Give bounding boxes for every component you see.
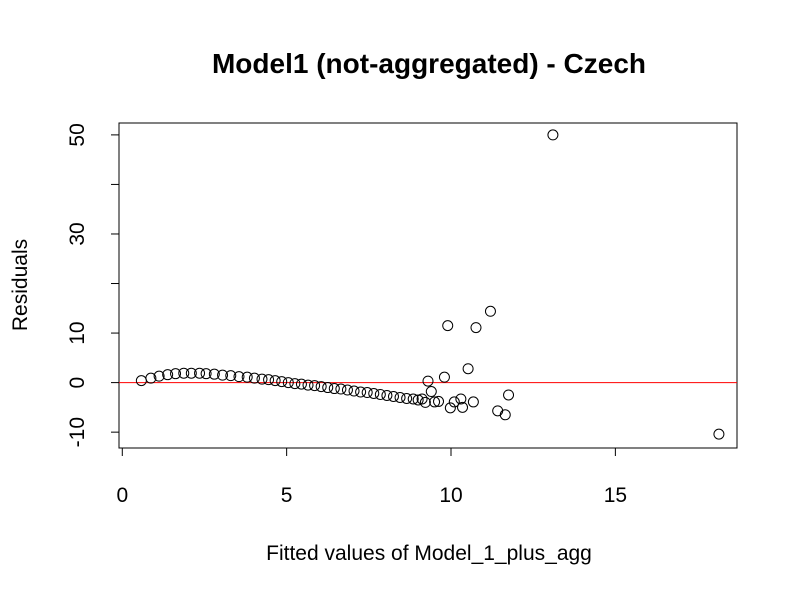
data-point xyxy=(429,396,441,408)
data-point xyxy=(302,379,314,391)
data-point xyxy=(263,374,275,386)
data-point xyxy=(233,371,245,383)
y-tick-label: 30 xyxy=(66,222,89,245)
data-point xyxy=(374,388,386,400)
data-point xyxy=(241,371,253,383)
data-point xyxy=(145,372,157,384)
data-point xyxy=(355,386,367,398)
data-point xyxy=(499,409,511,421)
data-point xyxy=(442,320,454,332)
y-tick-label: 0 xyxy=(66,377,89,389)
y-tick-label: 10 xyxy=(66,321,89,344)
data-point xyxy=(470,322,482,334)
data-point xyxy=(335,383,347,395)
data-point xyxy=(387,390,399,402)
data-point xyxy=(407,393,419,405)
data-point xyxy=(185,367,197,379)
data-point xyxy=(322,382,334,394)
data-point xyxy=(547,129,559,141)
data-point xyxy=(309,380,321,392)
data-point xyxy=(448,396,460,408)
data-point xyxy=(276,376,288,388)
data-point xyxy=(503,389,515,401)
data-point xyxy=(217,369,229,381)
data-point xyxy=(467,396,479,408)
data-point xyxy=(425,386,437,398)
data-point xyxy=(438,371,450,383)
data-point xyxy=(394,391,406,403)
data-point xyxy=(289,378,301,390)
chart-title: Model1 (not-aggregated) - Czech xyxy=(212,48,646,79)
data-point xyxy=(341,384,353,396)
data-point xyxy=(135,375,147,387)
x-axis-label: Fitted values of Model_1_plus_agg xyxy=(266,542,592,565)
data-point xyxy=(282,377,294,389)
data-point xyxy=(256,373,268,385)
data-point xyxy=(348,385,360,397)
data-point xyxy=(444,402,456,414)
plot-frame xyxy=(118,122,738,449)
data-point xyxy=(269,375,281,387)
y-axis-ticks: -10 0 10 30 50 xyxy=(66,123,119,447)
data-point xyxy=(200,368,212,380)
y-tick-label: 50 xyxy=(66,123,89,146)
data-point xyxy=(368,388,380,400)
data-point xyxy=(162,369,174,381)
x-tick-label: 10 xyxy=(439,484,462,507)
data-point xyxy=(422,375,434,387)
data-point xyxy=(361,387,373,399)
data-point xyxy=(225,370,237,382)
y-axis-label: Residuals xyxy=(9,239,32,331)
data-point xyxy=(457,401,469,413)
data-point xyxy=(484,305,496,317)
data-point xyxy=(153,370,165,382)
data-point xyxy=(170,368,182,380)
data-point xyxy=(492,405,504,417)
data-point xyxy=(248,372,260,384)
data-point xyxy=(713,428,725,440)
data-point xyxy=(194,367,206,379)
data-point xyxy=(433,395,445,407)
data-point xyxy=(178,367,190,379)
scatter-points xyxy=(135,129,725,440)
data-point xyxy=(416,393,428,405)
x-tick-label: 5 xyxy=(281,484,293,507)
data-point xyxy=(295,378,307,390)
x-tick-label: 0 xyxy=(116,484,128,507)
data-point xyxy=(315,381,327,393)
data-point xyxy=(462,363,474,375)
data-point xyxy=(381,389,393,401)
data-point xyxy=(412,394,424,406)
data-point xyxy=(208,368,220,380)
data-point xyxy=(419,396,431,408)
data-point xyxy=(401,392,413,404)
x-tick-label: 15 xyxy=(604,484,627,507)
data-point xyxy=(328,383,340,395)
data-point xyxy=(455,393,467,405)
x-axis-ticks: 0 5 10 15 xyxy=(116,448,627,507)
y-tick-label: -10 xyxy=(66,417,89,447)
